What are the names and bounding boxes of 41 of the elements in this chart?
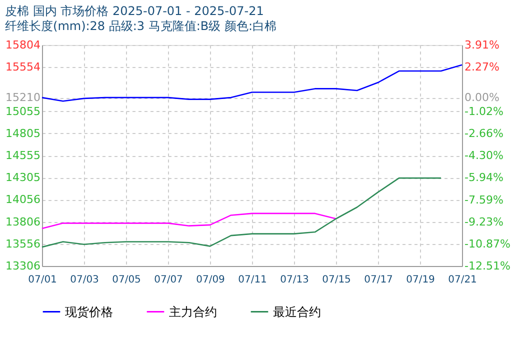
y-tick-label: 15804 bbox=[6, 38, 40, 52]
y2-tick-label: -5.94% bbox=[464, 171, 504, 184]
y2-tick-label: -10.87% bbox=[464, 237, 510, 250]
line-series bbox=[41, 177, 442, 248]
x-tick-label: 07/09 bbox=[196, 274, 225, 286]
legend-label: 最近合约 bbox=[273, 304, 321, 319]
x-tick-label: 07/19 bbox=[406, 274, 435, 286]
y-tick-label: 15055 bbox=[6, 104, 40, 118]
y-tick-label: 13306 bbox=[6, 260, 40, 272]
y2-tick-label: -1.02% bbox=[464, 104, 504, 118]
y-tick-label: 15554 bbox=[6, 60, 40, 74]
y-tick-label: 14056 bbox=[6, 193, 40, 206]
y-tick-label: 15210 bbox=[6, 91, 40, 104]
y-tick-label: 13806 bbox=[6, 215, 40, 228]
y2-tick-label: -9.23% bbox=[464, 215, 504, 228]
chart-subtitle: 纤维长度(mm):28 品级:3 马克隆值:B级 颜色:白棉 bbox=[5, 19, 277, 33]
y2-tick-label: -4.30% bbox=[464, 149, 504, 162]
y2-tick-label: 0.00% bbox=[464, 91, 500, 104]
y2-tick-label: -2.66% bbox=[464, 126, 504, 140]
y-tick-label: 14555 bbox=[6, 149, 40, 162]
y2-tick-label: -12.51% bbox=[464, 260, 510, 272]
x-tick-label: 07/17 bbox=[364, 274, 393, 286]
y-tick-label: 14305 bbox=[6, 171, 40, 184]
y2-tick-label: 2.27% bbox=[464, 60, 500, 74]
line-series bbox=[41, 64, 463, 102]
y2-tick-label: 3.91% bbox=[464, 38, 500, 52]
x-tick-label: 07/07 bbox=[154, 274, 183, 286]
x-tick-label: 07/13 bbox=[280, 274, 309, 286]
legend-label: 现货价格 bbox=[65, 304, 113, 319]
chart-title: 皮棉 国内 市场价格 2025-07-01 - 2025-07-21 bbox=[5, 4, 264, 18]
y-tick-label: 14805 bbox=[6, 126, 40, 140]
x-tick-label: 07/15 bbox=[322, 274, 351, 286]
x-tick-label: 07/01 bbox=[28, 274, 57, 286]
legend-label: 主力合约 bbox=[169, 304, 217, 319]
x-tick-label: 07/05 bbox=[112, 274, 141, 286]
x-tick-label: 07/03 bbox=[70, 274, 99, 286]
line-series bbox=[41, 212, 337, 230]
y-tick-label: 13556 bbox=[6, 237, 40, 250]
x-tick-label: 07/11 bbox=[238, 274, 267, 286]
x-tick-label: 07/21 bbox=[448, 274, 477, 286]
y2-tick-label: -7.59% bbox=[464, 193, 504, 206]
